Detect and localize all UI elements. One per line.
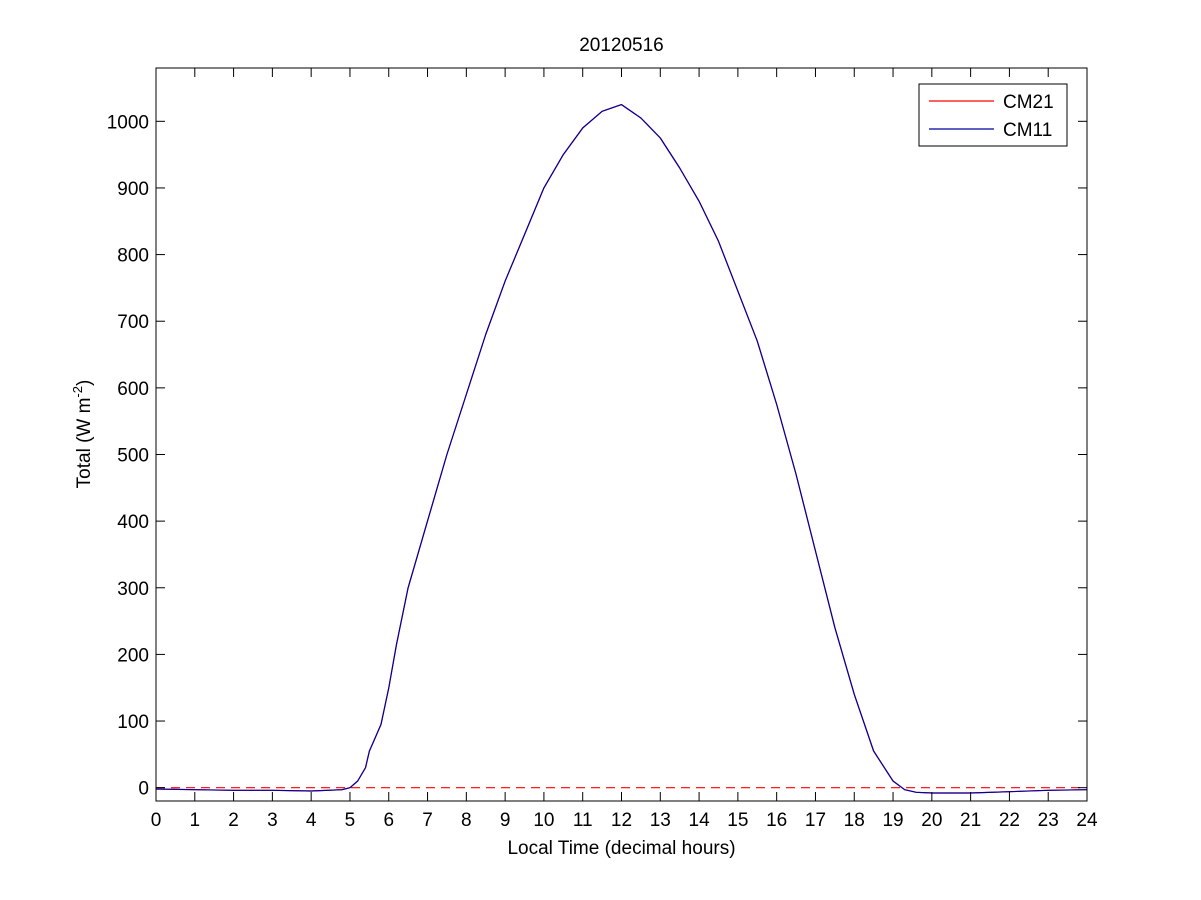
y-tick-label: 200	[117, 645, 149, 666]
x-tick-label: 6	[383, 810, 394, 831]
x-tick-label: 16	[766, 810, 787, 831]
y-axis-label: Total (W m-2)	[70, 380, 95, 489]
y-tick-label: 800	[117, 246, 149, 267]
y-tick-label: 400	[117, 512, 149, 533]
y-axis-ticks: 0 100 200 300 400 500 600 700 800 900 1000	[107, 112, 1087, 800]
x-tick-label: 7	[422, 810, 433, 831]
x-tick-label: 3	[267, 810, 278, 831]
x-tick-label: 17	[805, 810, 826, 831]
legend: CM21 CM11	[918, 83, 1068, 147]
y-tick-label: 100	[117, 712, 149, 733]
series-layer	[155, 103, 1088, 794]
y-tick-label: 500	[117, 445, 149, 466]
x-tick-label: 23	[1038, 810, 1059, 831]
x-tick-label: 13	[650, 810, 671, 831]
x-tick-label: 19	[882, 810, 903, 831]
x-tick-label: 24	[1076, 810, 1098, 831]
legend-box	[918, 83, 1068, 147]
y-tick-label: 900	[117, 179, 149, 200]
y-tick-label: 1000	[107, 112, 149, 133]
x-tick-label: 11	[573, 810, 593, 831]
x-axis-label: Local Time (decimal hours)	[507, 838, 735, 859]
x-tick-label: 12	[611, 810, 632, 831]
x-tick-label: 4	[306, 810, 317, 831]
y-tick-label: 300	[117, 579, 149, 600]
legend-label-cm11: CM11	[1003, 120, 1052, 141]
x-tick-label: 22	[999, 810, 1020, 831]
x-tick-label: 10	[533, 810, 554, 831]
x-tick-label: 5	[345, 810, 356, 831]
y-tick-label: 0	[138, 779, 149, 800]
y-axis-label-base: Total (W m	[74, 398, 95, 489]
y-tick-label: 700	[117, 312, 149, 333]
legend-label-cm21: CM21	[1003, 92, 1054, 113]
chart-title: 20120516	[579, 35, 664, 56]
plot-area	[156, 68, 1087, 801]
series-line-cm11	[155, 103, 1088, 794]
x-tick-label: 20	[921, 810, 942, 831]
y-axis-label-exponent: -2	[70, 386, 85, 398]
y-tick-label: 600	[117, 379, 149, 400]
x-axis-ticks: 0 1 2 3 4 5 6 7 8 9 10 11 12 13 14 15 16 17 18 19 20 21 22 23 24	[151, 68, 1098, 831]
x-tick-label: 2	[228, 810, 239, 831]
x-tick-label: 0	[151, 810, 162, 831]
y-axis-label-close: )	[74, 380, 95, 386]
x-tick-label: 15	[727, 810, 748, 831]
x-tick-label: 18	[844, 810, 865, 831]
x-tick-label: 1	[190, 810, 201, 831]
x-tick-label: 21	[960, 810, 981, 831]
x-tick-label: 9	[500, 810, 511, 831]
x-tick-label: 8	[461, 810, 472, 831]
x-tick-label: 14	[689, 810, 711, 831]
